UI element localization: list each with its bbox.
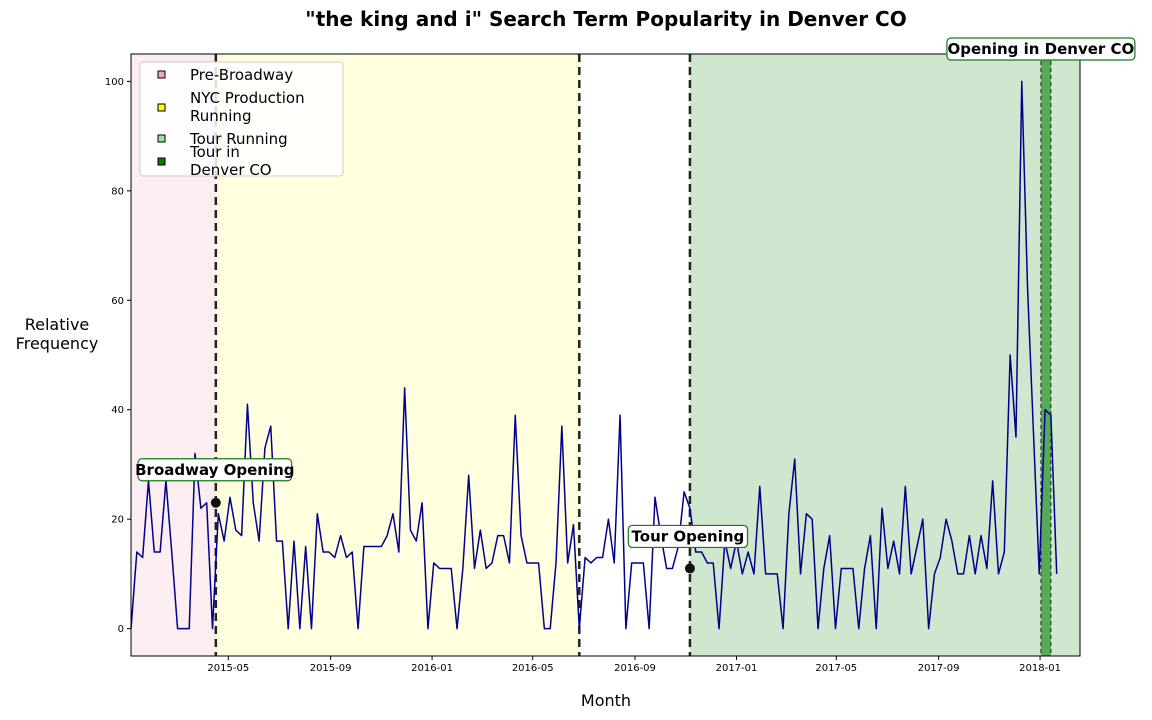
y-tick-label: 0 (118, 624, 124, 635)
annotation-marker-tour-opening (684, 563, 695, 574)
y-tick-label: 60 (111, 296, 124, 307)
legend-label: Pre-Broadway (190, 66, 293, 84)
series-line (130, 80, 1058, 630)
legend-label-line: Tour in (189, 143, 240, 161)
y-tick-label: 80 (111, 186, 124, 197)
annotation-label: Broadway Opening (135, 461, 294, 479)
annotation-box (946, 37, 1136, 61)
y-axis-label-line: Relative (25, 315, 90, 334)
annotation-box (627, 524, 749, 549)
legend-label-line: NYC Production (190, 89, 305, 107)
x-tick-label: 2015-05 (207, 663, 249, 674)
annotation-opening-in-denver-co: Opening in Denver CO (946, 37, 1136, 61)
legend-swatch (157, 70, 166, 79)
x-tick-label: 2017-05 (815, 663, 857, 674)
annotation-tour-opening: Tour Opening (627, 524, 749, 549)
annotation-broadway-opening: Broadway Opening (135, 458, 295, 482)
x-tick-label: 2016-01 (411, 663, 453, 674)
legend-item-tour-in-denver-co: Tour in Denver CO (157, 143, 272, 179)
x-axis-label: Month (581, 691, 631, 710)
legend-label-line: Denver CO (190, 161, 272, 179)
legend-label: Tour Running (189, 130, 288, 148)
y-tick-label: 100 (105, 77, 124, 88)
legend-item-nyc-production-running: NYC Production Running (157, 89, 305, 125)
annotations: Broadway Opening Tour Opening Opening in D… (135, 37, 1136, 549)
plot-frame (130, 53, 1081, 657)
y-axis-label: Relative Frequency (16, 315, 99, 353)
legend-item-pre-broadway: Pre-Broadway (157, 66, 293, 84)
annotation-label: Tour Opening (632, 527, 745, 545)
x-tick-label: 2016-09 (614, 663, 656, 674)
y-tick-label: 40 (111, 405, 124, 416)
legend-label: NYC Production Running (190, 89, 305, 125)
legend: Pre-Broadway NYC Production Running Tour Ru… (139, 61, 344, 179)
legend-label: Tour in Denver CO (189, 143, 272, 179)
x-tick-label: 2017-01 (716, 663, 758, 674)
x-tick-label: 2017-09 (918, 663, 960, 674)
legend-label-line: Running (190, 107, 251, 125)
annotation-marker-broadway-opening (210, 497, 221, 508)
legend-swatch (157, 134, 166, 143)
y-tick-label: 20 (111, 515, 124, 526)
legend-item-tour-running: Tour Running (157, 130, 288, 148)
legend-swatch (157, 157, 166, 166)
chart-title: "the king and i" Search Term Popularity … (305, 7, 906, 31)
x-axis: 2015-05 2015-09 2016-01 2016-05 2016-09 2017-… (207, 656, 1061, 674)
annotation-label: Opening in Denver CO (948, 40, 1135, 58)
y-axis-label-line: Frequency (16, 334, 99, 353)
x-tick-label: 2015-09 (310, 663, 352, 674)
annotation-box (137, 458, 293, 482)
y-axis: 0 20 40 60 80 100 (105, 77, 131, 635)
region-tour-in-denver-co (1040, 54, 1051, 656)
legend-swatch (157, 103, 166, 112)
legend-box (139, 61, 344, 177)
x-tick-label: 2016-05 (512, 663, 554, 674)
x-tick-label: 2018-01 (1019, 663, 1061, 674)
annotation-markers (210, 497, 695, 574)
series-layer (130, 80, 1058, 630)
